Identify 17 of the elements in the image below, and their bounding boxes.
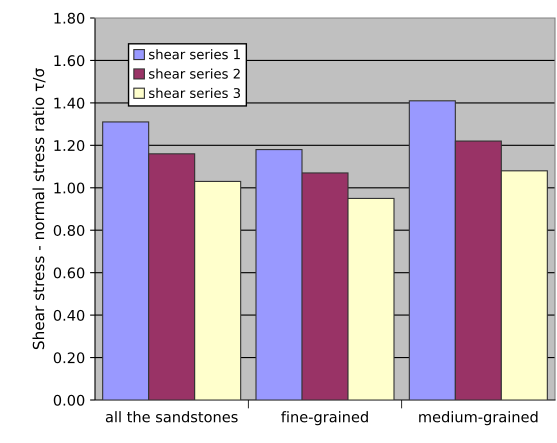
y-tick-label: 0.20: [54, 352, 84, 364]
y-tick-label: 1.00: [54, 182, 84, 194]
y-tick-label: 0.80: [54, 224, 84, 236]
legend-label: shear series 3: [149, 88, 240, 98]
y-tick-label: 1.60: [54, 55, 84, 66]
x-tick-label: all the sandstones: [106, 411, 238, 422]
y-axis-title: Shear stress - normal stress ratio τ/σ: [32, 68, 46, 350]
y-tick-label: 0.60: [54, 267, 84, 278]
y-tick-label: 1.20: [54, 140, 84, 152]
x-tick-label: fine-grained: [281, 411, 368, 426]
y-tick-label: 1.40: [54, 98, 84, 109]
y-tick-label: 1.80: [54, 12, 84, 24]
y-tick-label: 0.40: [54, 310, 84, 321]
x-tick-label: medium-grained: [419, 411, 538, 426]
legend-label: shear series 1: [149, 49, 240, 60]
y-tick-label: 0.00: [54, 394, 84, 406]
legend-label: shear series 2: [149, 68, 240, 79]
